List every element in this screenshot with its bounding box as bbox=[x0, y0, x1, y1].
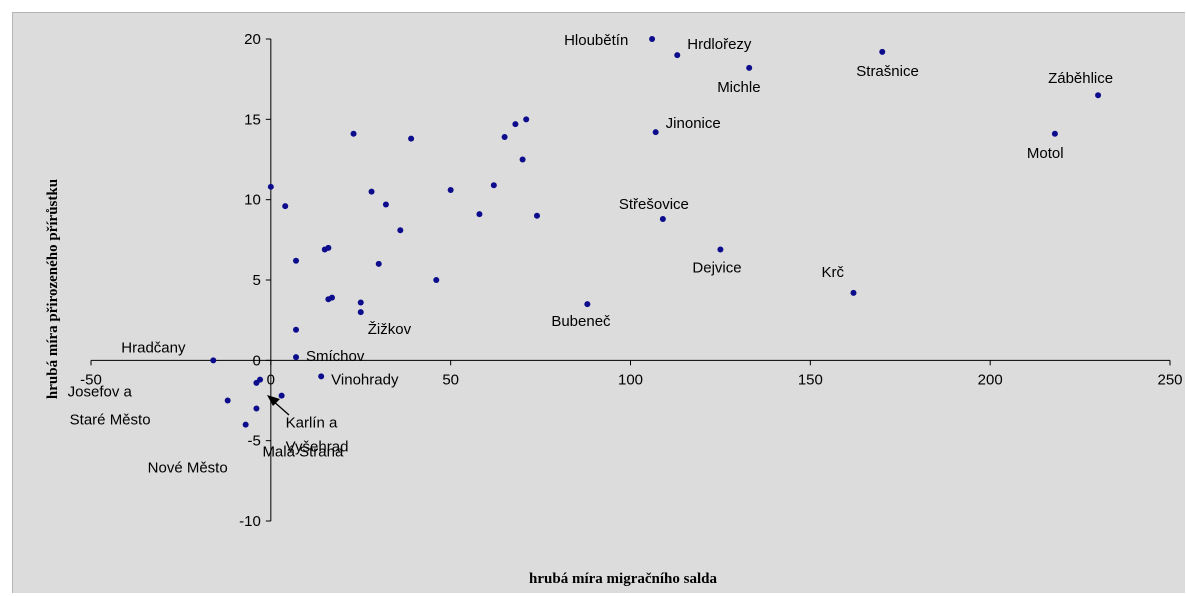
point-label: Dejvice bbox=[692, 259, 741, 276]
data-point bbox=[210, 357, 217, 364]
point-label: Hradčany bbox=[121, 339, 186, 356]
data-point bbox=[584, 301, 591, 308]
chart-frame: -50 0 50 100 150 200 250 -10 -5 0 5 10 15 20 Hloubět… bbox=[12, 12, 1185, 593]
point-label: Staré Město bbox=[70, 412, 151, 429]
data-point bbox=[224, 397, 231, 404]
y-tick-label: 0 bbox=[252, 352, 260, 369]
data-point bbox=[375, 260, 382, 267]
y-tick-labels: -10 -5 0 5 10 15 20 bbox=[239, 31, 261, 530]
data-point bbox=[257, 376, 264, 383]
data-point bbox=[490, 182, 497, 189]
data-point bbox=[408, 135, 415, 142]
axes bbox=[90, 38, 1171, 522]
data-point bbox=[318, 373, 325, 380]
x-tick-label: 200 bbox=[978, 371, 1003, 388]
data-point bbox=[382, 201, 389, 208]
data-point bbox=[293, 257, 300, 264]
point-label: Vinohrady bbox=[331, 371, 399, 388]
data-point bbox=[293, 326, 300, 333]
data-point bbox=[519, 156, 526, 163]
y-tick-label: 20 bbox=[244, 31, 261, 48]
data-point bbox=[357, 309, 364, 316]
point-labels: Hloubětín Hrdlořezy Michle Strašnice Záběhli… bbox=[68, 32, 1113, 477]
data-point bbox=[267, 183, 274, 190]
data-point bbox=[447, 187, 454, 194]
data-point bbox=[328, 294, 335, 301]
point-label: Josefov a bbox=[68, 384, 133, 401]
data-point bbox=[649, 36, 656, 42]
y-tick-label: 5 bbox=[252, 272, 260, 289]
y-tick-label: 10 bbox=[244, 192, 261, 209]
data-point bbox=[242, 421, 249, 428]
x-tick-label: 100 bbox=[618, 371, 643, 388]
point-label: Smíchov bbox=[306, 348, 365, 365]
x-tick-label: 150 bbox=[798, 371, 823, 388]
point-label: Michle bbox=[717, 79, 760, 96]
x-axis-title: hrubá míra migračního salda bbox=[529, 571, 717, 587]
data-points bbox=[210, 36, 1102, 428]
data-point bbox=[659, 215, 666, 222]
data-point bbox=[512, 121, 519, 128]
data-point bbox=[850, 289, 857, 296]
data-point bbox=[368, 188, 375, 195]
y-tick-label: -10 bbox=[239, 513, 261, 530]
x-tick-labels: -50 0 50 100 150 200 250 bbox=[80, 371, 1182, 388]
y-axis-title: hrubá míra přirozeného přírůstku bbox=[45, 179, 61, 399]
data-point bbox=[350, 130, 357, 137]
point-label: Bubeneč bbox=[551, 313, 611, 330]
point-label: Nové Město bbox=[148, 460, 228, 477]
data-point bbox=[674, 52, 681, 59]
data-point bbox=[879, 48, 886, 55]
data-point bbox=[717, 246, 724, 253]
point-label: Vyšehrad bbox=[286, 439, 349, 456]
point-label: Krč bbox=[821, 264, 844, 281]
point-label: Jinonice bbox=[666, 115, 721, 132]
point-label: Strašnice bbox=[856, 63, 919, 80]
point-label: Střešovice bbox=[619, 196, 689, 213]
x-tick-label: -50 bbox=[80, 371, 102, 388]
data-point bbox=[652, 129, 659, 136]
y-tick-label: -5 bbox=[247, 433, 260, 450]
data-point bbox=[293, 354, 300, 361]
x-tick-label: 0 bbox=[267, 371, 275, 388]
point-label: Karlín a bbox=[286, 415, 338, 432]
data-point bbox=[533, 212, 540, 219]
data-point bbox=[253, 405, 260, 412]
y-tick-label: 15 bbox=[244, 111, 261, 128]
data-point bbox=[397, 227, 404, 234]
annotation-arrowhead bbox=[267, 395, 280, 406]
data-point bbox=[501, 134, 508, 141]
data-point bbox=[1095, 92, 1102, 99]
data-point bbox=[282, 203, 289, 210]
data-point bbox=[433, 277, 440, 283]
data-point bbox=[278, 392, 285, 399]
point-label: Hloubětín bbox=[564, 32, 628, 49]
data-point bbox=[746, 64, 753, 71]
x-tick-label: 250 bbox=[1157, 371, 1182, 388]
data-point bbox=[523, 116, 530, 123]
data-point bbox=[357, 299, 364, 306]
data-point bbox=[325, 244, 332, 251]
point-label: Hrdlořezy bbox=[687, 36, 752, 53]
data-point bbox=[476, 211, 483, 218]
point-label: Malá Strana bbox=[262, 444, 344, 461]
point-label: Záběhlice bbox=[1048, 70, 1113, 87]
data-point bbox=[1051, 130, 1058, 137]
x-tick-label: 50 bbox=[442, 371, 459, 388]
point-label: Motol bbox=[1027, 145, 1064, 162]
point-label: Žižkov bbox=[368, 321, 412, 338]
